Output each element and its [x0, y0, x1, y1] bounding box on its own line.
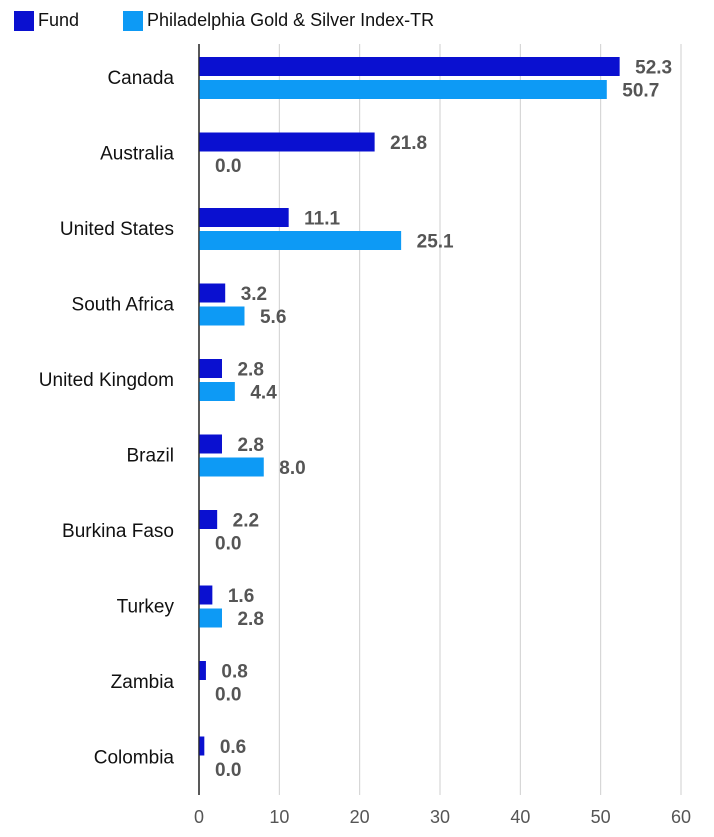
value-label-fund: 21.8 — [390, 133, 427, 154]
bar-index[interactable] — [199, 608, 222, 628]
value-label-index: 0.0 — [215, 760, 241, 781]
bar-fund[interactable] — [199, 661, 206, 680]
bar-index[interactable] — [199, 231, 402, 250]
bar-fund[interactable] — [199, 736, 205, 756]
value-label-fund: 3.2 — [241, 284, 267, 305]
value-label-index: 0.0 — [215, 156, 241, 177]
legend-swatch-fund — [14, 10, 34, 31]
bar-fund[interactable] — [199, 283, 226, 303]
legend-item-index[interactable]: Philadelphia Gold & Silver Index-TR — [123, 10, 434, 31]
value-label-index: 4.4 — [250, 383, 277, 404]
x-tick-label-20: 20 — [350, 807, 370, 827]
legend-swatch-index — [123, 10, 144, 31]
bar-fund[interactable] — [199, 510, 218, 529]
category-label: Brazil — [126, 446, 174, 467]
value-label-fund: 2.2 — [233, 511, 259, 532]
legend: Fund Philadelphia Gold & Silver Index-TR — [14, 10, 478, 31]
category-label: Colombia — [94, 748, 175, 769]
value-label-fund: 0.8 — [221, 662, 247, 683]
bar-index[interactable] — [199, 382, 235, 401]
category-label: Turkey — [117, 597, 175, 618]
value-label-index: 0.0 — [215, 685, 241, 706]
bar-fund[interactable] — [199, 208, 289, 227]
legend-label-index: Philadelphia Gold & Silver Index-TR — [147, 10, 435, 30]
x-tick-label-60: 60 — [671, 807, 691, 827]
value-label-fund: 2.8 — [237, 360, 263, 381]
x-tick-label-0: 0 — [194, 807, 204, 827]
category-label: United States — [60, 219, 174, 240]
bar-fund[interactable] — [199, 585, 213, 605]
value-label-index: 50.7 — [622, 81, 659, 102]
category-label: United Kingdom — [39, 370, 174, 391]
x-tick-label-40: 40 — [510, 807, 530, 827]
bar-fund[interactable] — [199, 132, 375, 152]
value-label-index: 25.1 — [417, 232, 454, 253]
value-label-index: 8.0 — [279, 458, 305, 479]
value-label-fund: 52.3 — [635, 58, 672, 79]
value-label-index: 5.6 — [260, 307, 286, 328]
category-label: South Africa — [72, 295, 175, 316]
bar-index[interactable] — [199, 457, 264, 477]
bar-fund[interactable] — [199, 57, 620, 76]
x-tick-label-10: 10 — [269, 807, 289, 827]
x-tick-label-50: 50 — [591, 807, 611, 827]
value-label-index: 0.0 — [215, 534, 241, 555]
legend-label-fund: Fund — [38, 10, 80, 30]
x-tick-label-30: 30 — [430, 807, 450, 827]
category-label: Canada — [107, 68, 174, 89]
legend-item-fund[interactable]: Fund — [14, 10, 79, 31]
bar-index[interactable] — [199, 80, 607, 99]
category-label: Burkina Faso — [62, 521, 174, 542]
category-label: Zambia — [111, 672, 175, 693]
bar-index[interactable] — [199, 306, 245, 326]
bar-fund[interactable] — [199, 434, 222, 454]
value-label-index: 2.8 — [237, 609, 263, 630]
category-label: Australia — [100, 144, 174, 165]
value-label-fund: 11.1 — [304, 209, 340, 230]
value-label-fund: 2.8 — [237, 435, 263, 456]
bar-fund[interactable] — [199, 359, 222, 378]
value-label-fund: 1.6 — [228, 586, 254, 607]
value-label-fund: 0.6 — [220, 737, 246, 758]
